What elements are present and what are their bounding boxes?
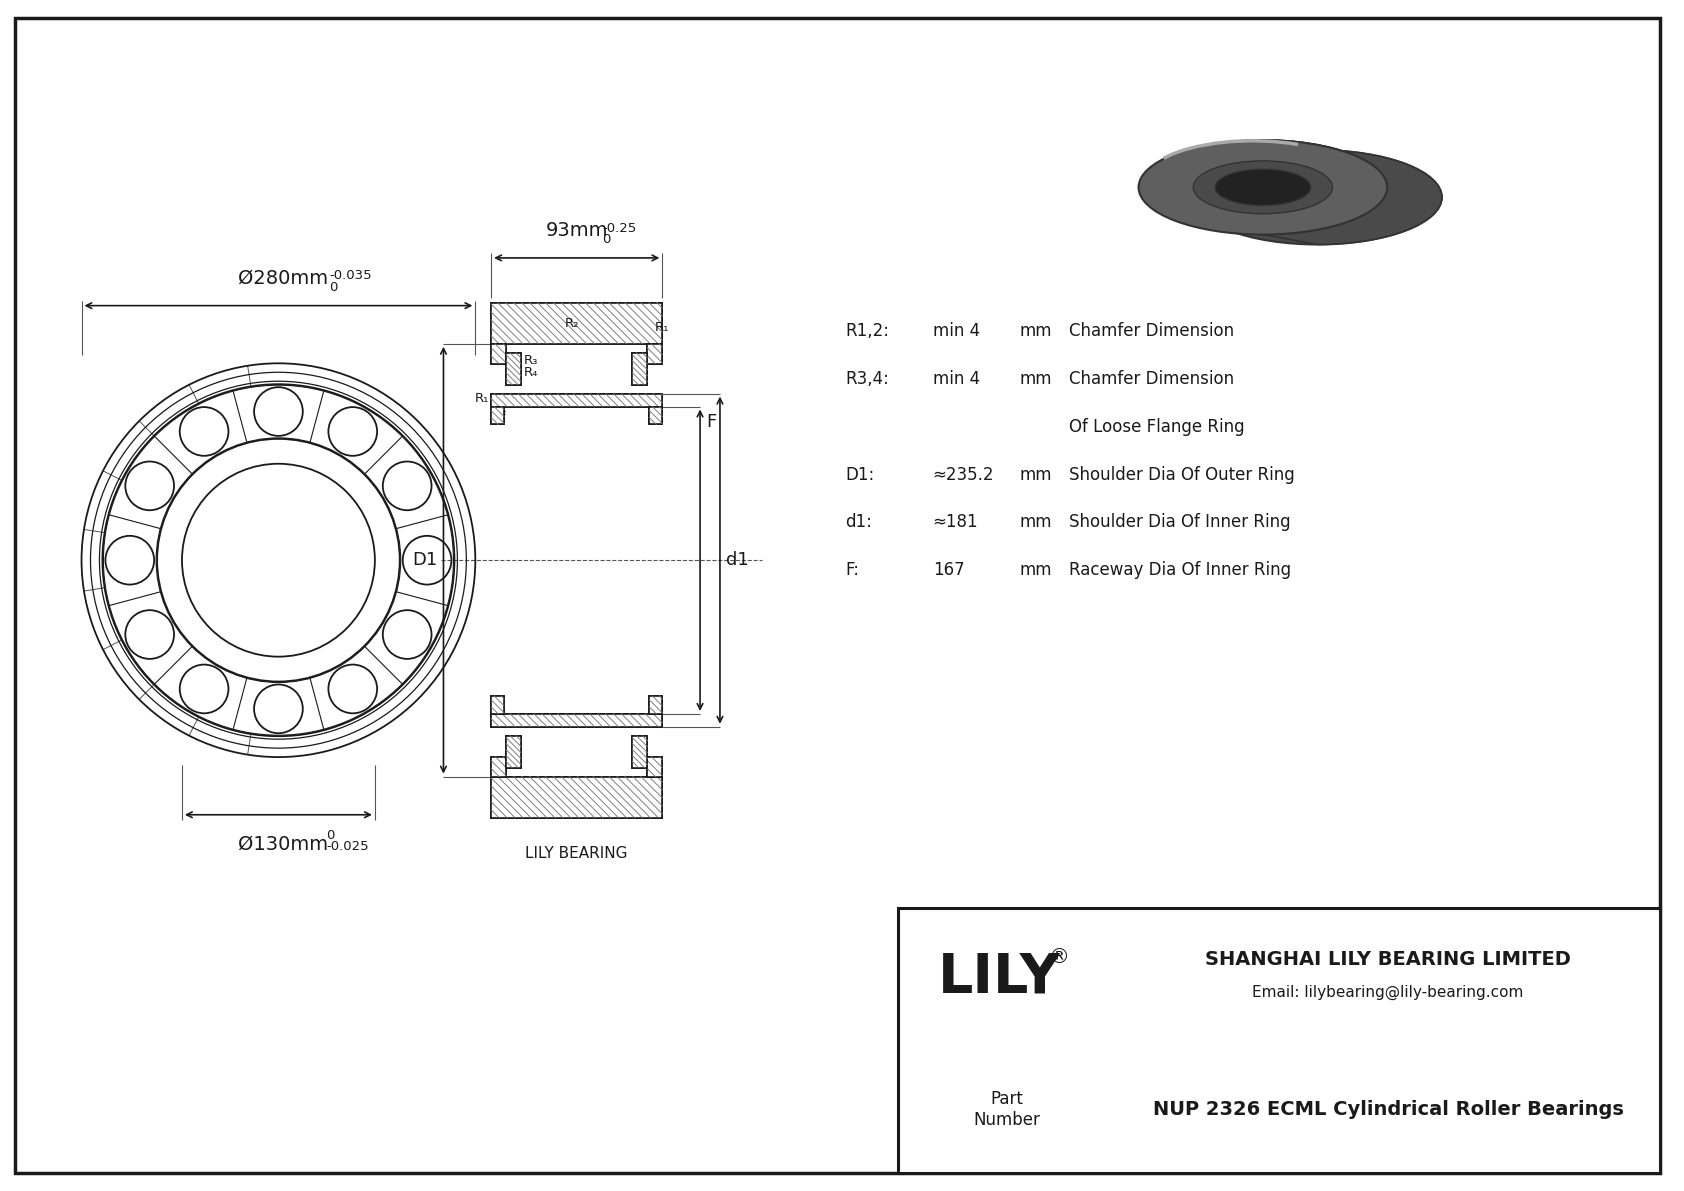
Text: 0: 0 <box>327 829 335 842</box>
Bar <box>507 736 520 767</box>
Bar <box>492 344 507 363</box>
Bar <box>647 756 662 777</box>
Bar <box>507 736 520 767</box>
Text: R₂: R₂ <box>564 317 579 330</box>
Bar <box>898 909 1660 1173</box>
Bar <box>492 696 504 713</box>
Bar <box>650 406 662 424</box>
Ellipse shape <box>1270 179 1366 216</box>
Bar <box>492 713 662 727</box>
Text: LILY BEARING: LILY BEARING <box>525 846 628 861</box>
Polygon shape <box>1263 141 1442 244</box>
Bar <box>492 777 662 818</box>
Text: R₃: R₃ <box>524 355 539 367</box>
Text: R₂: R₂ <box>493 405 507 418</box>
Bar <box>492 344 507 363</box>
Bar <box>492 696 504 713</box>
Bar <box>633 736 647 767</box>
Text: ®: ® <box>1049 947 1069 967</box>
Text: 93mm: 93mm <box>546 222 608 241</box>
Text: ≈235.2: ≈235.2 <box>933 466 994 484</box>
Bar <box>650 696 662 713</box>
Bar <box>650 696 662 713</box>
Bar <box>647 344 662 363</box>
Text: Ø280mm: Ø280mm <box>239 269 328 288</box>
Text: mm: mm <box>1019 561 1052 579</box>
Bar <box>492 303 662 344</box>
Bar <box>492 756 507 777</box>
Bar <box>650 406 662 424</box>
Bar <box>492 406 504 424</box>
Text: ≈181: ≈181 <box>933 513 978 531</box>
Bar <box>507 353 520 385</box>
Text: Chamfer Dimension: Chamfer Dimension <box>1069 370 1234 388</box>
Text: NUP 2326 ECML Cylindrical Roller Bearings: NUP 2326 ECML Cylindrical Roller Bearing… <box>1154 1099 1623 1118</box>
Bar <box>492 756 507 777</box>
Text: LILY: LILY <box>938 950 1061 1004</box>
Text: D1:: D1: <box>845 466 874 484</box>
Text: D1: D1 <box>413 551 438 569</box>
Text: mm: mm <box>1019 513 1052 531</box>
Text: mm: mm <box>1019 323 1052 341</box>
Bar <box>647 344 662 363</box>
Text: -0.025: -0.025 <box>327 840 369 853</box>
Text: Chamfer Dimension: Chamfer Dimension <box>1069 323 1234 341</box>
Bar <box>647 756 662 777</box>
Ellipse shape <box>1194 150 1442 244</box>
Text: Shoulder Dia Of Outer Ring: Shoulder Dia Of Outer Ring <box>1069 466 1295 484</box>
Ellipse shape <box>1216 169 1310 205</box>
Ellipse shape <box>1194 161 1332 213</box>
Text: Ø130mm: Ø130mm <box>239 835 328 854</box>
Text: R1,2:: R1,2: <box>845 323 889 341</box>
Text: R₁: R₁ <box>655 320 669 333</box>
Text: mm: mm <box>1019 466 1052 484</box>
Text: Email: lilybearing@lily-bearing.com: Email: lilybearing@lily-bearing.com <box>1253 984 1524 999</box>
Bar <box>633 353 647 385</box>
Text: Of Loose Flange Ring: Of Loose Flange Ring <box>1069 418 1244 436</box>
Text: F: F <box>706 412 716 430</box>
Ellipse shape <box>1138 141 1388 235</box>
Text: 0: 0 <box>603 233 611 247</box>
Text: Raceway Dia Of Inner Ring: Raceway Dia Of Inner Ring <box>1069 561 1292 579</box>
Text: F:: F: <box>845 561 859 579</box>
Text: R3,4:: R3,4: <box>845 370 889 388</box>
Text: 167: 167 <box>933 561 965 579</box>
Text: Shoulder Dia Of Inner Ring: Shoulder Dia Of Inner Ring <box>1069 513 1290 531</box>
Bar <box>492 777 662 818</box>
Text: R₄: R₄ <box>524 367 539 379</box>
Bar <box>507 353 520 385</box>
Bar <box>492 394 662 406</box>
Text: R₁: R₁ <box>475 392 490 405</box>
Text: 0: 0 <box>328 281 337 294</box>
Text: -0.035: -0.035 <box>328 269 372 282</box>
Bar <box>633 736 647 767</box>
Bar <box>492 406 504 424</box>
Text: mm: mm <box>1019 370 1052 388</box>
Text: min 4: min 4 <box>933 370 980 388</box>
Text: SHANGHAI LILY BEARING LIMITED: SHANGHAI LILY BEARING LIMITED <box>1206 949 1571 968</box>
Bar <box>492 713 662 727</box>
Text: -0.25: -0.25 <box>603 222 637 235</box>
Bar <box>492 394 662 406</box>
Bar <box>492 303 662 344</box>
Bar <box>633 353 647 385</box>
Text: Part
Number: Part Number <box>973 1090 1041 1129</box>
Text: min 4: min 4 <box>933 323 980 341</box>
Text: d1: d1 <box>726 551 749 569</box>
Text: d1:: d1: <box>845 513 872 531</box>
